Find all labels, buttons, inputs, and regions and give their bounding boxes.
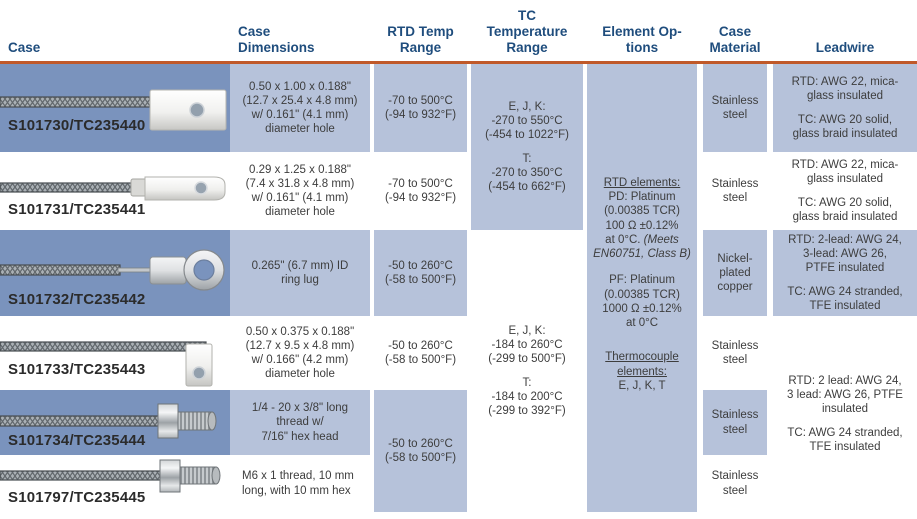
probe-image-ring-lug: [0, 249, 225, 291]
material-cell: Stainless steel: [703, 152, 767, 230]
header-leadwire: Leadwire: [815, 40, 875, 56]
rtd-range-cell: -50 to 260°C (-58 to 500°F): [374, 230, 467, 316]
probe-image-square-tab: [0, 341, 213, 387]
case-dimensions-cell: 0.50 x 0.375 x 0.188" (12.7 x 9.5 x 4.8 …: [230, 316, 370, 390]
leadwire-tc: TC: AWG 24 stranded, TFE insulated: [787, 285, 903, 312]
orange-divider: [0, 61, 917, 64]
material-cell: Stainless steel: [703, 316, 767, 390]
en60751-note: (Meets EN60751, Class B): [593, 233, 691, 261]
case-dimensions-cell: 0.29 x 1.25 x 0.188" (7.4 x 31.8 x 4.8 m…: [230, 152, 370, 230]
thermocouple-elements-heading: Thermocouple elements:: [605, 351, 679, 378]
case-cell-row5: S101734/TC235444: [0, 390, 230, 455]
leadwire-tc: TC: AWG 24 stranded, TFE insulated: [787, 426, 903, 453]
leadwire-rtd: RTD: AWG 22, mica- glass insulated: [791, 76, 899, 103]
case-cell-row3: S101732/TC235442: [0, 230, 230, 316]
leadwire-cell: RTD: 2-lead: AWG 24, 3-lead: AWG 26, PTF…: [773, 230, 917, 316]
leadwire-rtd: RTD: 2-lead: AWG 24, 3-lead: AWG 26, PTF…: [788, 233, 902, 275]
material-cell: Stainless steel: [703, 64, 767, 152]
header-element-options: Element Op- tions: [602, 24, 682, 56]
rtd-elements-heading: RTD elements:: [603, 176, 681, 189]
case-cell-row1: S101730/TC235440: [0, 64, 230, 152]
rtd-range-cell-merged: -50 to 260°C (-58 to 500°F): [374, 390, 467, 512]
leadwire-cell: RTD: AWG 22, mica- glass insulated TC: A…: [773, 64, 917, 152]
rtd-range-cell: -70 to 500°C (-94 to 932°F): [374, 64, 467, 152]
tc-range-t: T: -270 to 350°C (-454 to 662°F): [488, 152, 566, 194]
tc-range-ejk: E, J, K: -270 to 550°C (-454 to 1022°F): [485, 100, 569, 142]
rtd-element-pf: PF: Platinum (0.00385 TCR) 1000 Ω ±0.12%…: [602, 274, 682, 330]
model-label: S101734/TC235444: [8, 432, 146, 450]
model-label: S101732/TC235442: [8, 291, 146, 309]
leadwire-rtd: RTD: 2 lead: AWG 24, 3 lead: AWG 26, PTF…: [787, 374, 903, 416]
model-label: S101733/TC235443: [8, 361, 146, 379]
material-cell: Stainless steel: [703, 390, 767, 455]
element-options-cell: RTD elements: PD: Platinum (0.00385 TCR)…: [587, 64, 697, 512]
probe-image-threaded-stud: [0, 403, 217, 439]
header-case-dimensions: Case Dimensions: [238, 24, 315, 56]
material-cell: Stainless steel: [703, 455, 767, 512]
model-label: S101797/TC235445: [8, 489, 146, 507]
case-dimensions-cell: 0.50 x 1.00 x 0.188" (12.7 x 25.4 x 4.8 …: [230, 64, 370, 152]
thermocouple-types: E, J, K, T: [618, 379, 666, 392]
probe-image-m6-stud: [0, 459, 221, 493]
material-cell: Nickel- plated copper: [703, 230, 767, 316]
rtd-element-pd: PD: Platinum (0.00385 TCR) 100 Ω ±0.12% …: [593, 191, 691, 261]
case-cell-row4: S101733/TC235443: [0, 316, 230, 390]
tc-range-ejk: E, J, K: -184 to 260°C (-299 to 500°F): [488, 324, 566, 366]
header-case: Case: [8, 40, 41, 56]
case-dimensions-cell: 0.265" (6.7 mm) ID ring lug: [230, 230, 370, 316]
case-dimensions-cell: 1/4 - 20 x 3/8" long thread w/ 7/16" hex…: [230, 390, 370, 455]
case-dimensions-cell: M6 x 1 thread, 10 mm long, with 10 mm he…: [230, 455, 370, 512]
rtd-range-cell: -50 to 260°C (-58 to 500°F): [374, 316, 467, 390]
header-rtd-temp-range: RTD Temp Range: [387, 24, 454, 56]
leadwire-cell-merged: RTD: 2 lead: AWG 24, 3 lead: AWG 26, PTF…: [773, 316, 917, 512]
model-label: S101731/TC235441: [8, 201, 146, 219]
probe-image-narrow-tab: [0, 176, 226, 201]
tc-range-cell-merged: E, J, K: -270 to 550°C (-454 to 1022°F) …: [471, 64, 583, 230]
header-case-material: Case Material: [709, 24, 761, 56]
tc-range-cell-merged: E, J, K: -184 to 260°C (-299 to 500°F) T…: [471, 230, 583, 512]
case-cell-row6: S101797/TC235445: [0, 455, 230, 512]
rtd-range-cell: -70 to 500°C (-94 to 932°F): [374, 152, 467, 230]
probe-image-flat-case: [0, 89, 227, 131]
leadwire-cell: RTD: AWG 22, mica- glass insulated TC: A…: [773, 152, 917, 230]
case-cell-row2: S101731/TC235441: [0, 152, 230, 230]
tc-range-t: T: -184 to 200°C (-299 to 392°F): [488, 376, 566, 418]
leadwire-tc: TC: AWG 20 solid, glass braid insulated: [792, 113, 898, 140]
leadwire-rtd: RTD: AWG 22, mica- glass insulated: [791, 159, 899, 186]
leadwire-tc: TC: AWG 20 solid, glass braid insulated: [792, 196, 898, 223]
model-label: S101730/TC235440: [8, 117, 146, 135]
header-tc-temperature-range: TC Temperature Range: [486, 8, 568, 56]
